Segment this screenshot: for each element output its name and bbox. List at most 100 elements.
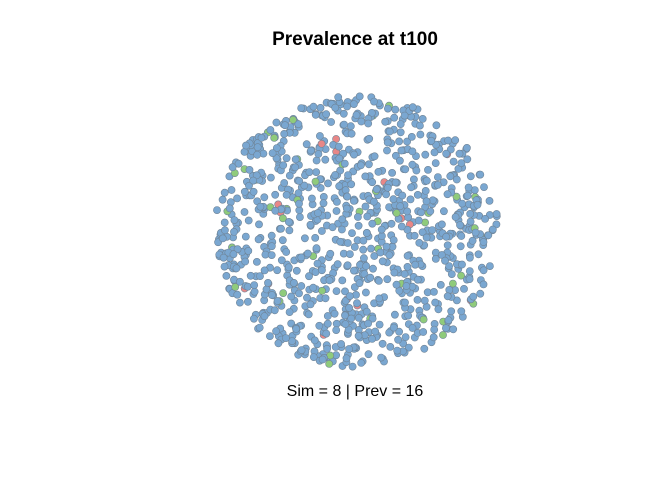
node-susceptible xyxy=(343,102,351,111)
node-susceptible xyxy=(362,307,371,316)
node-susceptible xyxy=(390,268,399,277)
node-susceptible xyxy=(377,353,385,362)
node-susceptible xyxy=(422,197,431,206)
node-susceptible xyxy=(375,294,384,303)
node-susceptible xyxy=(268,149,277,157)
node-susceptible xyxy=(341,311,349,320)
node-susceptible xyxy=(305,272,313,281)
node-susceptible xyxy=(309,283,318,292)
node-susceptible xyxy=(349,196,358,205)
node-susceptible xyxy=(406,195,415,204)
node-susceptible xyxy=(368,314,377,323)
node-susceptible xyxy=(418,228,427,237)
node-susceptible xyxy=(343,239,352,247)
node-susceptible xyxy=(430,325,439,334)
node-susceptible xyxy=(414,216,423,225)
node-susceptible xyxy=(227,186,236,194)
node-susceptible xyxy=(381,117,390,126)
node-susceptible xyxy=(233,290,242,299)
node-susceptible xyxy=(431,254,440,263)
node-susceptible xyxy=(403,137,411,146)
node-susceptible xyxy=(243,297,252,306)
node-susceptible xyxy=(471,228,480,237)
node-susceptible xyxy=(354,331,363,340)
node-susceptible xyxy=(429,333,438,342)
node-susceptible xyxy=(295,206,304,215)
node-susceptible xyxy=(413,295,422,304)
node-susceptible xyxy=(331,103,340,112)
node-susceptible xyxy=(407,183,415,192)
node-susceptible xyxy=(240,147,249,156)
node-susceptible xyxy=(464,183,473,192)
node-susceptible xyxy=(267,231,276,240)
node-susceptible xyxy=(389,195,398,204)
node-susceptible xyxy=(382,242,391,251)
node-susceptible xyxy=(285,226,294,235)
node-susceptible xyxy=(245,165,254,174)
node-susceptible xyxy=(367,244,375,253)
node-susceptible xyxy=(337,225,346,234)
node-susceptible xyxy=(318,355,327,364)
node-recovered xyxy=(448,279,457,288)
node-susceptible xyxy=(447,270,456,278)
node-susceptible xyxy=(284,217,293,226)
node-susceptible xyxy=(354,313,363,322)
node-susceptible xyxy=(341,320,350,328)
node-susceptible xyxy=(229,250,238,259)
node-susceptible xyxy=(267,242,276,251)
node-susceptible xyxy=(462,143,471,152)
node-susceptible xyxy=(355,92,364,101)
node-susceptible xyxy=(271,206,280,215)
node-susceptible xyxy=(255,220,263,229)
node-susceptible xyxy=(349,266,358,275)
node-susceptible xyxy=(476,289,485,298)
node-susceptible xyxy=(245,181,253,190)
node-susceptible xyxy=(274,339,283,348)
node-susceptible xyxy=(218,234,227,243)
node-susceptible xyxy=(457,307,466,316)
node-susceptible xyxy=(333,260,342,269)
node-susceptible xyxy=(284,263,293,272)
node-susceptible xyxy=(370,97,378,106)
node-susceptible xyxy=(272,144,281,152)
node-susceptible xyxy=(372,185,381,194)
node-susceptible xyxy=(310,336,319,345)
node-susceptible xyxy=(408,147,417,156)
node-susceptible xyxy=(383,138,392,147)
node-susceptible xyxy=(243,282,252,291)
node-susceptible xyxy=(463,191,472,200)
node-susceptible xyxy=(345,250,354,258)
node-susceptible xyxy=(241,232,250,241)
node-susceptible xyxy=(451,213,460,221)
node-susceptible xyxy=(312,168,321,176)
node-susceptible xyxy=(418,115,427,123)
node-susceptible xyxy=(273,297,282,305)
node-susceptible xyxy=(357,117,366,126)
node-susceptible xyxy=(394,335,402,344)
node-susceptible xyxy=(297,282,306,290)
node-susceptible xyxy=(441,256,449,265)
node-susceptible xyxy=(265,332,274,340)
node-susceptible xyxy=(422,176,431,185)
node-susceptible xyxy=(386,342,395,351)
node-susceptible xyxy=(281,121,289,130)
node-susceptible xyxy=(334,93,343,102)
node-susceptible xyxy=(343,261,352,270)
node-susceptible xyxy=(383,275,392,284)
node-susceptible xyxy=(311,110,320,119)
node-susceptible xyxy=(335,154,344,163)
node-susceptible xyxy=(403,262,412,271)
node-susceptible xyxy=(297,253,306,262)
node-susceptible xyxy=(466,217,475,226)
node-susceptible xyxy=(273,266,282,275)
node-susceptible xyxy=(445,285,454,294)
node-susceptible xyxy=(303,293,311,302)
node-susceptible xyxy=(363,212,372,221)
node-susceptible xyxy=(476,170,485,179)
node-susceptible xyxy=(401,298,409,307)
node-susceptible xyxy=(319,199,328,208)
node-susceptible xyxy=(246,271,255,280)
node-susceptible xyxy=(331,171,340,179)
node-susceptible xyxy=(325,276,334,285)
node-susceptible xyxy=(305,168,314,176)
